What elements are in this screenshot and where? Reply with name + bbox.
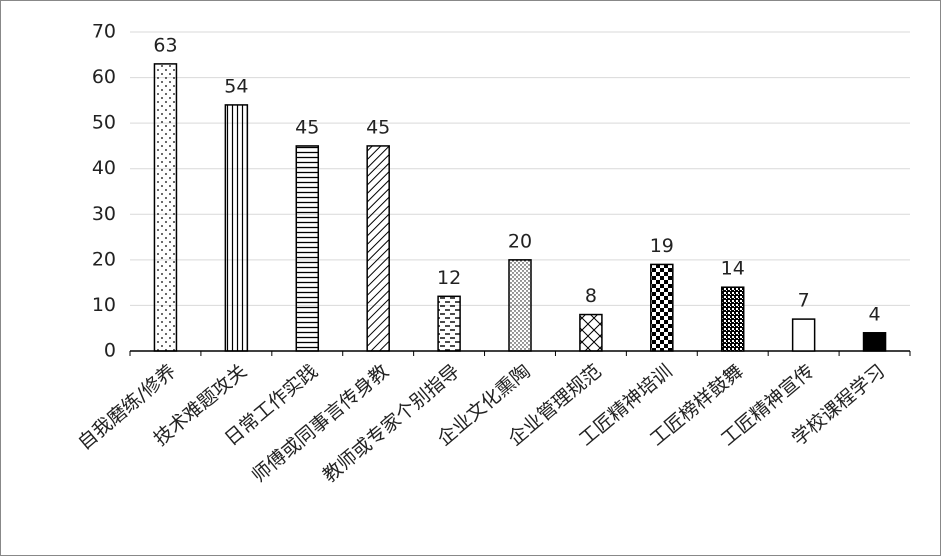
y-tick-label: 0	[104, 340, 116, 362]
bar	[153, 63, 178, 352]
bar	[791, 318, 816, 352]
bar	[437, 295, 461, 352]
y-tick-label: 50	[92, 112, 116, 134]
data-label: 19	[650, 235, 674, 257]
data-label: 45	[295, 116, 319, 138]
data-label: 54	[224, 75, 248, 97]
data-label: 63	[153, 34, 177, 56]
y-tick-label: 70	[92, 21, 116, 43]
bar	[650, 263, 674, 352]
data-label: 14	[721, 258, 745, 280]
data-label: 4	[868, 303, 880, 325]
y-tick-label: 40	[92, 157, 116, 179]
bar	[366, 145, 390, 352]
y-tick-label: 30	[92, 203, 116, 225]
data-label: 12	[437, 267, 461, 289]
data-label: 45	[366, 116, 390, 138]
y-tick-label: 10	[92, 294, 116, 316]
y-tick-label: 20	[92, 248, 116, 270]
bar	[295, 145, 320, 352]
data-label: 20	[508, 230, 532, 252]
bar	[508, 259, 532, 352]
bar	[579, 313, 603, 352]
data-label: 7	[798, 290, 810, 312]
data-label: 8	[585, 285, 597, 307]
bar	[862, 332, 887, 352]
y-tick-label: 60	[92, 66, 116, 88]
bar	[224, 104, 249, 352]
bar	[720, 286, 745, 352]
